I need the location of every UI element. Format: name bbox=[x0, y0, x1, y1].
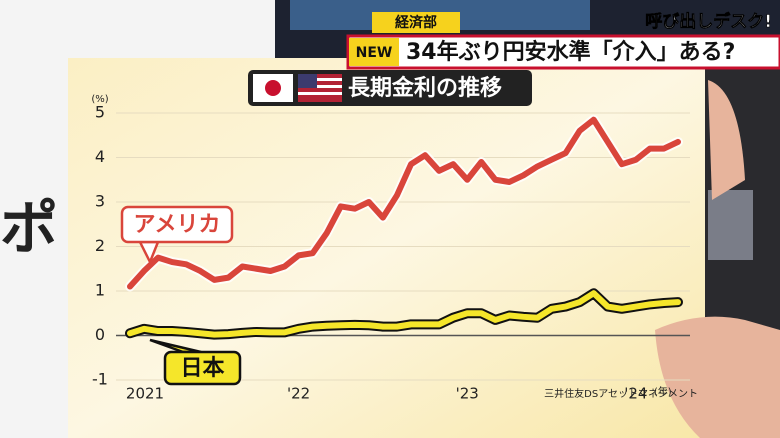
legend-label: アメリカ bbox=[134, 213, 221, 238]
x-tick-label: '23 bbox=[456, 385, 479, 403]
flag-us-canton bbox=[298, 74, 317, 88]
source: 三井住友DSアセットマネジメント bbox=[544, 387, 698, 400]
y-tick-label: -1 bbox=[92, 370, 108, 389]
flag-jp-sun bbox=[265, 80, 281, 96]
series-line bbox=[127, 116, 681, 290]
x-tick-label: '24 bbox=[624, 385, 647, 403]
hand-top bbox=[708, 80, 745, 200]
y-tick-label: 1 bbox=[95, 281, 105, 300]
chart-title: 長期金利の推移 bbox=[348, 75, 502, 101]
y-tick-label: 5 bbox=[95, 103, 105, 122]
series-line bbox=[127, 290, 681, 338]
chart-board bbox=[68, 58, 705, 438]
y-tick-label: 4 bbox=[95, 147, 105, 166]
callout-box bbox=[120, 205, 234, 244]
flag-us-stripe bbox=[298, 85, 342, 88]
y-tick-label: 3 bbox=[95, 192, 105, 211]
segment-text: 呼び出しデスク! bbox=[645, 11, 772, 32]
headline: 34年ぶり円安水準「介入」ある? bbox=[406, 39, 735, 65]
badge-text: NEW bbox=[356, 45, 393, 61]
legend-label: 日本 bbox=[180, 356, 224, 381]
x-tick-label: 2021 bbox=[126, 385, 164, 403]
x-axis-label: (年) bbox=[654, 385, 672, 398]
presenter-cuff bbox=[708, 190, 753, 260]
y-tick-label: 2 bbox=[95, 236, 105, 255]
headline-bar bbox=[346, 34, 780, 70]
x-tick-label: '22 bbox=[287, 385, 310, 403]
dept-tag bbox=[372, 12, 460, 33]
y-axis-label: (%) bbox=[91, 94, 108, 105]
hand bbox=[655, 316, 780, 438]
flag-us-stripe bbox=[298, 78, 342, 81]
flag-us-stripe bbox=[298, 92, 342, 95]
side-board-text: ポ bbox=[0, 194, 58, 262]
dept-text: 経済部 bbox=[395, 14, 437, 31]
badge bbox=[349, 38, 399, 66]
callout-box bbox=[163, 350, 242, 386]
y-tick-label: 0 bbox=[95, 325, 105, 344]
